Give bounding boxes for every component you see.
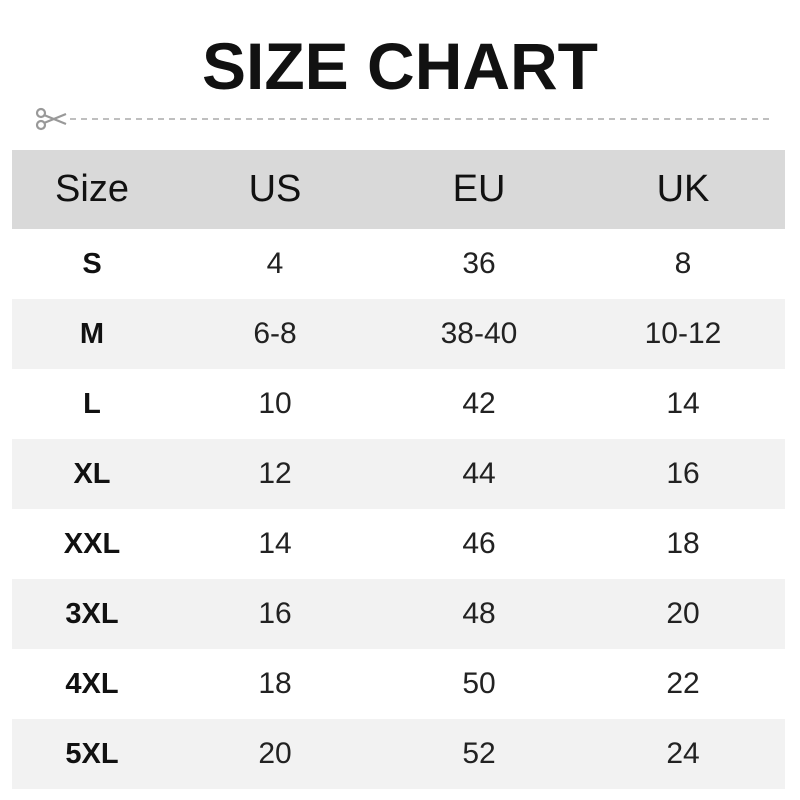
table-header-row: Size US EU UK xyxy=(12,150,785,229)
cell-uk: 10-12 xyxy=(644,317,722,350)
cell-eu: 36 xyxy=(462,247,496,280)
cell-size: S xyxy=(82,247,102,280)
cell-uk: 14 xyxy=(666,387,700,420)
cell-uk: 18 xyxy=(666,527,700,560)
table-row: XXL 14 46 18 xyxy=(12,509,785,579)
cell-uk: 22 xyxy=(666,667,700,700)
cell-size: M xyxy=(79,317,105,350)
header-eu: EU xyxy=(452,168,506,210)
table-row: 5XL 20 52 24 xyxy=(12,719,785,789)
cell-eu: 50 xyxy=(462,667,496,700)
table-row: XL 12 44 16 xyxy=(12,439,785,509)
cell-eu: 52 xyxy=(462,737,496,770)
page-title: SIZE CHART xyxy=(202,29,598,103)
cell-eu: 44 xyxy=(462,457,496,490)
cell-us: 20 xyxy=(258,737,292,770)
cell-uk: 24 xyxy=(666,737,700,770)
table-row: 3XL 16 48 20 xyxy=(12,579,785,649)
cell-us: 12 xyxy=(258,457,292,490)
cell-size: L xyxy=(83,387,101,420)
cell-size: 3XL xyxy=(65,597,119,630)
cell-eu: 38-40 xyxy=(440,317,518,350)
cut-line xyxy=(35,107,769,131)
header-size: Size xyxy=(55,168,129,210)
scissors-icon xyxy=(35,107,67,131)
cell-uk: 20 xyxy=(666,597,700,630)
table-row: 4XL 18 50 22 xyxy=(12,649,785,719)
cell-eu: 42 xyxy=(462,387,496,420)
cell-us: 10 xyxy=(258,387,292,420)
size-chart-table: Size US EU UK S 4 36 8 M 6-8 38-40 10-12 L 10 42 14… xyxy=(12,150,785,789)
table-row: L 10 42 14 xyxy=(12,369,785,439)
cell-uk: 16 xyxy=(666,457,700,490)
cell-us: 4 xyxy=(266,247,284,280)
cell-uk: 8 xyxy=(674,247,692,280)
cell-us: 18 xyxy=(258,667,292,700)
cell-us: 14 xyxy=(258,527,292,560)
cell-eu: 46 xyxy=(462,527,496,560)
header-us: US xyxy=(248,168,302,210)
table-row: S 4 36 8 xyxy=(12,229,785,299)
table-body: S 4 36 8 M 6-8 38-40 10-12 L 10 42 14 XL 12 44 16 XXL 14 4… xyxy=(12,229,785,789)
header-uk: UK xyxy=(656,168,710,210)
cell-size: 5XL xyxy=(65,737,119,770)
cell-size: 4XL xyxy=(65,667,119,700)
cell-us: 6-8 xyxy=(253,317,297,350)
cell-size: XL xyxy=(73,457,111,490)
cell-size: XXL xyxy=(63,527,121,560)
table-row: M 6-8 38-40 10-12 xyxy=(12,299,785,369)
cell-us: 16 xyxy=(258,597,292,630)
cell-eu: 48 xyxy=(462,597,496,630)
